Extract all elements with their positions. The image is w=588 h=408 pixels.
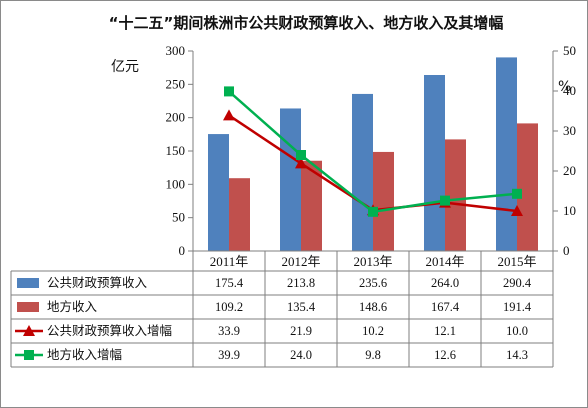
right-axis-tick-label: 0 [563, 243, 570, 258]
axis-layer: 0 50 100 150 200 250 300 0 10 20 30 40 50 [166, 43, 577, 258]
x-axis-category-label: 2014年 [425, 254, 464, 269]
table-cell-1-4: 191.4 [503, 300, 532, 314]
legend-key-square-3 [24, 350, 34, 360]
legend-label-3: 地方收入增幅 [47, 347, 122, 362]
square-marker-3-2 [368, 206, 378, 217]
right-axis-tick-label: 20 [563, 163, 576, 178]
left-axis-tick-label: 150 [166, 143, 186, 158]
bar-0-1 [280, 108, 301, 251]
x-axis-category-label: 2011年 [210, 254, 249, 269]
bar-1-1 [301, 160, 322, 251]
right-axis-tick-label: 10 [563, 203, 576, 218]
left-axis-tick-label: 250 [166, 76, 186, 91]
legend-key-triangle-2 [23, 325, 35, 336]
triangle-marker-2-0 [223, 109, 235, 121]
data-table-grid [10, 251, 554, 368]
bar-0-0 [208, 134, 229, 251]
right-axis-tick-label: 50 [563, 43, 576, 58]
square-marker-3-1 [296, 150, 306, 160]
table-cell-0-3: 264.0 [431, 276, 459, 290]
legend-label-2: 公共财政预算收入增幅 [47, 323, 172, 338]
left-axis-tick-label: 0 [179, 243, 186, 258]
table-cell-0-0: 175.4 [215, 276, 244, 290]
table-cell-2-0: 33.9 [218, 324, 240, 338]
legend-key-1 [17, 302, 39, 312]
legend-label-1: 地方收入 [47, 299, 98, 314]
left-axis-tick-label: 200 [166, 110, 186, 125]
table-cell-0-4: 290.4 [503, 276, 532, 290]
bar-layer [208, 57, 538, 252]
table-cell-3-1: 24.0 [290, 348, 312, 362]
table-cell-0-2: 235.6 [359, 276, 387, 290]
square-marker-3-4 [512, 188, 522, 199]
left-axis-tick-label: 50 [172, 210, 185, 225]
table-cell-2-3: 12.1 [434, 324, 456, 338]
table-cell-2-2: 10.2 [362, 324, 384, 338]
bar-1-0 [229, 178, 250, 251]
table-cell-1-0: 109.2 [215, 300, 243, 314]
bar-1-2 [373, 151, 394, 251]
bar-0-2 [352, 93, 373, 251]
table-cell-2-4: 10.0 [506, 324, 528, 338]
table-cell-3-2: 9.8 [365, 348, 381, 362]
legend-label-0: 公共财政预算收入 [47, 275, 148, 290]
chart-title: “十二五”期间株洲市公共财政预算收入、地方收入及其增幅 [109, 14, 504, 32]
table-cell-2-1: 21.9 [290, 324, 312, 338]
table-cell-1-2: 148.6 [359, 300, 387, 314]
x-axis-category-label: 2013年 [353, 254, 392, 269]
bar-0-3 [424, 75, 445, 251]
table-cell-0-1: 213.8 [287, 276, 315, 290]
x-axis-category-label: 2012年 [281, 254, 320, 269]
line-layer [223, 86, 523, 217]
table-cell-1-1: 135.4 [287, 300, 316, 314]
triangle-marker-2-1 [295, 157, 307, 169]
right-axis-tick-label: 30 [563, 123, 576, 138]
square-marker-3-0 [224, 86, 234, 97]
table-cell-3-0: 39.9 [218, 348, 240, 362]
square-marker-3-3 [440, 195, 450, 206]
table-cell-3-4: 14.3 [506, 348, 528, 362]
left-axis-tick-label: 300 [166, 43, 186, 58]
legend-key-0 [17, 278, 39, 288]
bar-1-4 [517, 123, 538, 251]
right-axis-tick-label: 40 [563, 83, 576, 98]
x-axis-category-label: 2015年 [497, 254, 536, 269]
left-axis-tick-label: 100 [166, 176, 186, 191]
bar-1-3 [445, 139, 466, 251]
right-axis-unit: % [558, 79, 571, 95]
table-cell-3-3: 12.6 [434, 348, 456, 362]
left-axis-unit: 亿元 [111, 59, 139, 75]
table-cell-1-3: 167.4 [431, 300, 460, 314]
triangle-marker-2-4 [511, 205, 523, 216]
bar-0-4 [496, 57, 517, 252]
